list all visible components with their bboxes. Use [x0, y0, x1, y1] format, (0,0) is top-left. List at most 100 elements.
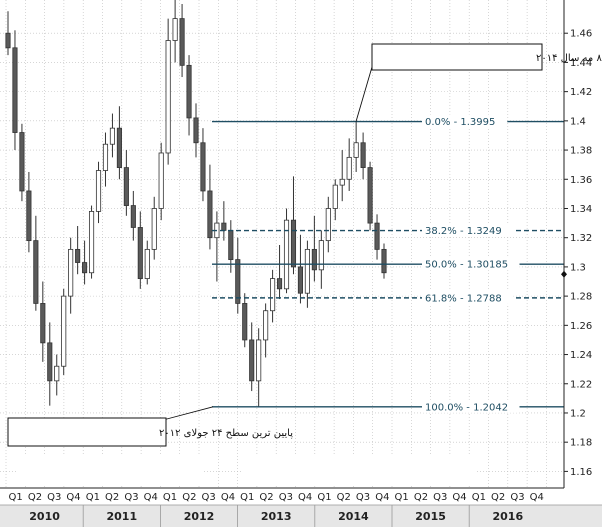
candle-body: [346, 156, 352, 180]
quarter-label: Q4: [452, 492, 466, 503]
y-tick-label: 1.4: [570, 116, 586, 127]
candle-body: [179, 18, 185, 66]
candle-body: [283, 219, 290, 290]
y-tick-label: 1.32: [570, 233, 592, 244]
quarter-label: Q3: [279, 492, 293, 503]
fibonacci-label: 61.8% - 1.2788: [425, 293, 502, 304]
fibonacci-label-bg: [422, 257, 520, 271]
candle-body: [151, 208, 157, 250]
y-tick-label: 1.18: [570, 438, 592, 449]
candle-body: [290, 219, 297, 268]
quarter-label: Q4: [221, 492, 235, 503]
quarter-label: Q4: [530, 492, 544, 503]
candle-body: [186, 64, 192, 119]
bottom-panel-right: [242, 455, 477, 485]
quarter-label: Q3: [356, 492, 370, 503]
candle-body: [137, 227, 143, 279]
candle-body: [165, 40, 171, 154]
annotation-low-leader: [162, 406, 214, 421]
year-label: 2015: [415, 510, 446, 523]
candle-body: [33, 240, 39, 304]
year-label: 2011: [106, 510, 137, 523]
quarter-label: Q2: [414, 492, 428, 503]
y-tick-label: 1.26: [570, 321, 592, 332]
annotation-high-text: بالاترین سطح روز ۸ مه سال ۲۰۱۴: [536, 53, 602, 64]
quarter-label: Q3: [202, 492, 216, 503]
fibonacci-label: 38.2% - 1.3249: [425, 226, 502, 237]
candle-body: [109, 127, 116, 145]
current-price-marker: [561, 270, 567, 278]
candle-body: [270, 278, 276, 312]
year-label: 2014: [338, 510, 369, 523]
quarter-label: Q2: [105, 492, 119, 503]
candle-body: [207, 190, 213, 239]
quarter-label: Q4: [144, 492, 158, 503]
candle-body: [26, 190, 32, 242]
candle-body: [158, 152, 164, 209]
candle-body: [374, 222, 380, 250]
candle-body: [116, 127, 122, 168]
quarter-label: Q3: [510, 492, 524, 503]
y-tick-label: 1.2: [570, 408, 586, 419]
candle-body: [311, 248, 317, 271]
candle-body: [88, 211, 95, 274]
quarter-label: Q4: [66, 492, 80, 503]
quarter-label: Q1: [163, 492, 177, 503]
y-tick-label: 1.24: [570, 350, 592, 361]
quarter-label: Q2: [337, 492, 351, 503]
year-label: 2010: [29, 510, 60, 523]
candle-body: [297, 266, 304, 294]
quarter-label: Q1: [9, 492, 23, 503]
year-label: 2016: [492, 510, 523, 523]
candle-body: [102, 143, 109, 171]
y-tick-label: 1.34: [570, 204, 592, 215]
candle-body: [263, 310, 269, 341]
annotation-low-text: پایین ترین سطح ۲۴ جولای ۲۰۱۲: [159, 428, 293, 439]
fibonacci-layer: 0.0% - 1.3995 38.2% - 1.3249 50.0% - 1.301…: [212, 114, 564, 413]
candle-body: [82, 262, 88, 274]
quarter-label: Q2: [259, 492, 273, 503]
y-tick-label: 1.42: [570, 87, 592, 98]
quarter-label: Q1: [240, 492, 254, 503]
quarter-label: Q1: [395, 492, 409, 503]
fibonacci-label: 50.0% - 1.30185: [425, 260, 508, 271]
candle-body: [61, 295, 67, 367]
grid-layer: [0, 0, 564, 488]
annotation-high-box: [371, 43, 543, 71]
candle-body: [381, 248, 387, 274]
candle-body: [332, 184, 338, 209]
candle-body: [123, 167, 129, 206]
candle-body: [144, 248, 150, 279]
year-label: 2013: [261, 510, 292, 523]
candle-body: [221, 222, 227, 231]
year-band: [0, 505, 602, 527]
candle-body: [47, 342, 53, 382]
annotation-high-leader: [355, 66, 373, 122]
quarter-label: Q1: [86, 492, 100, 503]
candle-body: [54, 365, 60, 382]
candle-body: [256, 339, 262, 382]
quarter-label: Q3: [433, 492, 447, 503]
candle-body: [339, 178, 345, 186]
bottom-panel-left: [18, 455, 203, 485]
quarter-label: Q2: [491, 492, 505, 503]
candle-body: [75, 248, 81, 263]
y-tick-label: 1.3: [570, 262, 586, 273]
candle-body: [235, 259, 241, 304]
annotation-low-box: [7, 417, 167, 447]
candle-body: [95, 170, 102, 212]
candle-body: [367, 167, 373, 224]
candle-body: [200, 142, 206, 192]
candle-body: [325, 208, 331, 242]
quarter-label: Q2: [182, 492, 196, 503]
y-tick-label: 1.38: [570, 146, 592, 157]
candle-body: [242, 303, 248, 341]
candle-body: [40, 303, 46, 344]
candle-body: [12, 47, 18, 133]
fibonacci-label: 100.0% - 1.2042: [425, 402, 508, 413]
candle-body: [304, 248, 310, 294]
candle-body: [130, 205, 136, 228]
candle-body: [318, 240, 324, 271]
